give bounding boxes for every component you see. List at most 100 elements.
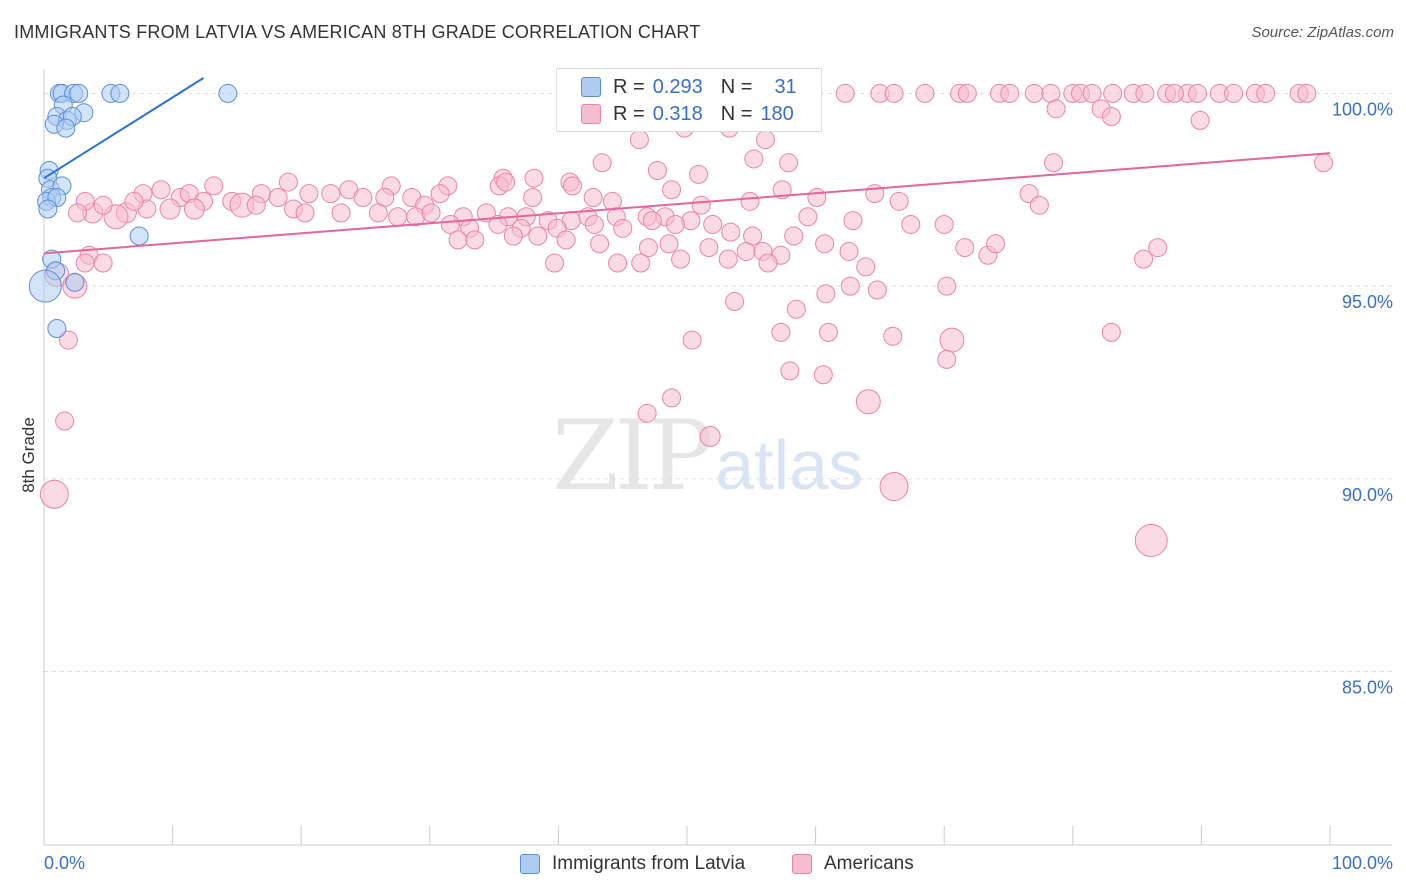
- bottom-legend-swatch-americans: [792, 854, 812, 874]
- watermark: ZIPatlas: [552, 400, 863, 512]
- american-point: [955, 238, 975, 258]
- american-point: [699, 425, 721, 447]
- watermark-zip: ZIP: [552, 400, 713, 512]
- american-point: [1101, 322, 1121, 342]
- american-point: [124, 191, 144, 211]
- bottom-legend-latvia: Immigrants from Latvia: [520, 852, 745, 876]
- bottom-legend-swatch-latvia: [520, 854, 540, 874]
- american-point: [744, 149, 764, 169]
- latvia-point: [69, 83, 89, 103]
- american-point: [1188, 83, 1208, 103]
- american-point: [58, 330, 78, 350]
- american-point: [901, 214, 921, 234]
- latvia-point: [47, 319, 67, 339]
- legend-n-label: N =: [720, 75, 753, 98]
- american-point: [590, 234, 610, 254]
- american-point: [807, 187, 827, 207]
- american-point: [772, 180, 792, 200]
- american-point: [1134, 524, 1168, 558]
- american-point: [755, 130, 775, 150]
- american-point: [556, 230, 576, 250]
- american-point: [246, 195, 266, 215]
- y-tick-label: 95.0%: [1342, 292, 1393, 312]
- american-point: [440, 214, 460, 234]
- american-point: [55, 411, 75, 431]
- american-point: [780, 361, 800, 381]
- american-point: [736, 241, 756, 261]
- american-point: [1000, 83, 1020, 103]
- american-point: [93, 253, 113, 273]
- american-point: [488, 214, 508, 234]
- american-point: [584, 214, 604, 234]
- american-point: [476, 203, 496, 223]
- american-point: [353, 187, 373, 207]
- american-point: [1046, 99, 1066, 119]
- american-point: [937, 276, 957, 296]
- american-point: [1256, 83, 1276, 103]
- american-point: [299, 184, 319, 204]
- american-point: [883, 326, 903, 346]
- legend-row-americans: R = 0.318 N = 180: [581, 102, 794, 126]
- american-point: [278, 172, 298, 192]
- american-point: [937, 349, 957, 369]
- legend-r-label: R =: [613, 102, 645, 125]
- american-point: [465, 230, 485, 250]
- american-point: [613, 218, 633, 238]
- chart-title: IMMIGRANTS FROM LATVIA VS AMERICAN 8TH G…: [14, 22, 701, 42]
- legend-n-value-latvia: 31: [774, 75, 797, 98]
- american-point: [503, 226, 523, 246]
- american-point: [1029, 195, 1049, 215]
- x-tick-label: 100.0%: [1332, 853, 1393, 873]
- americans-trend-line: [43, 152, 1331, 255]
- american-point: [583, 187, 603, 207]
- american-point: [934, 214, 954, 234]
- american-point: [647, 161, 667, 181]
- american-point: [682, 330, 702, 350]
- american-point: [1135, 83, 1155, 103]
- american-point: [592, 153, 612, 173]
- american-point: [608, 253, 628, 273]
- american-point: [1314, 153, 1334, 173]
- american-point: [939, 327, 965, 353]
- y-axis-label: 8th Grade: [19, 417, 38, 493]
- american-point: [67, 203, 87, 223]
- american-point: [1224, 83, 1244, 103]
- american-point: [524, 168, 544, 188]
- american-point: [1101, 107, 1121, 127]
- bottom-legend-label-americans: Americans: [824, 853, 914, 874]
- american-point: [915, 83, 935, 103]
- american-point: [1044, 153, 1064, 173]
- american-point: [725, 292, 745, 312]
- american-point: [151, 180, 171, 200]
- legend-r-value-latvia: 0.293: [652, 75, 703, 98]
- latvia-point: [38, 199, 58, 219]
- american-point: [1024, 83, 1044, 103]
- american-point: [662, 180, 682, 200]
- latvia-point: [56, 118, 76, 138]
- american-point: [957, 83, 977, 103]
- american-point: [665, 214, 685, 234]
- y-tick-label: 85.0%: [1342, 678, 1393, 698]
- y-tick-label: 100.0%: [1332, 99, 1393, 119]
- american-point: [629, 130, 649, 150]
- american-point: [528, 226, 548, 246]
- american-point: [855, 389, 881, 415]
- american-point: [856, 257, 876, 277]
- american-point: [93, 195, 113, 215]
- latvia-point: [129, 226, 149, 246]
- american-point: [1164, 83, 1184, 103]
- x-tick-label: 0.0%: [44, 853, 85, 873]
- american-point: [563, 176, 583, 196]
- american-point: [631, 253, 651, 273]
- bottom-legend-americans: Americans: [792, 852, 914, 876]
- american-point: [840, 276, 860, 296]
- american-point: [75, 253, 95, 273]
- source-label: Source: ZipAtlas.com: [1251, 24, 1394, 41]
- legend-r-label: R =: [613, 75, 645, 98]
- american-point: [691, 195, 711, 215]
- american-point: [815, 234, 835, 254]
- american-point: [740, 191, 760, 211]
- american-point: [388, 207, 408, 227]
- american-point: [689, 164, 709, 184]
- american-point: [986, 234, 1006, 254]
